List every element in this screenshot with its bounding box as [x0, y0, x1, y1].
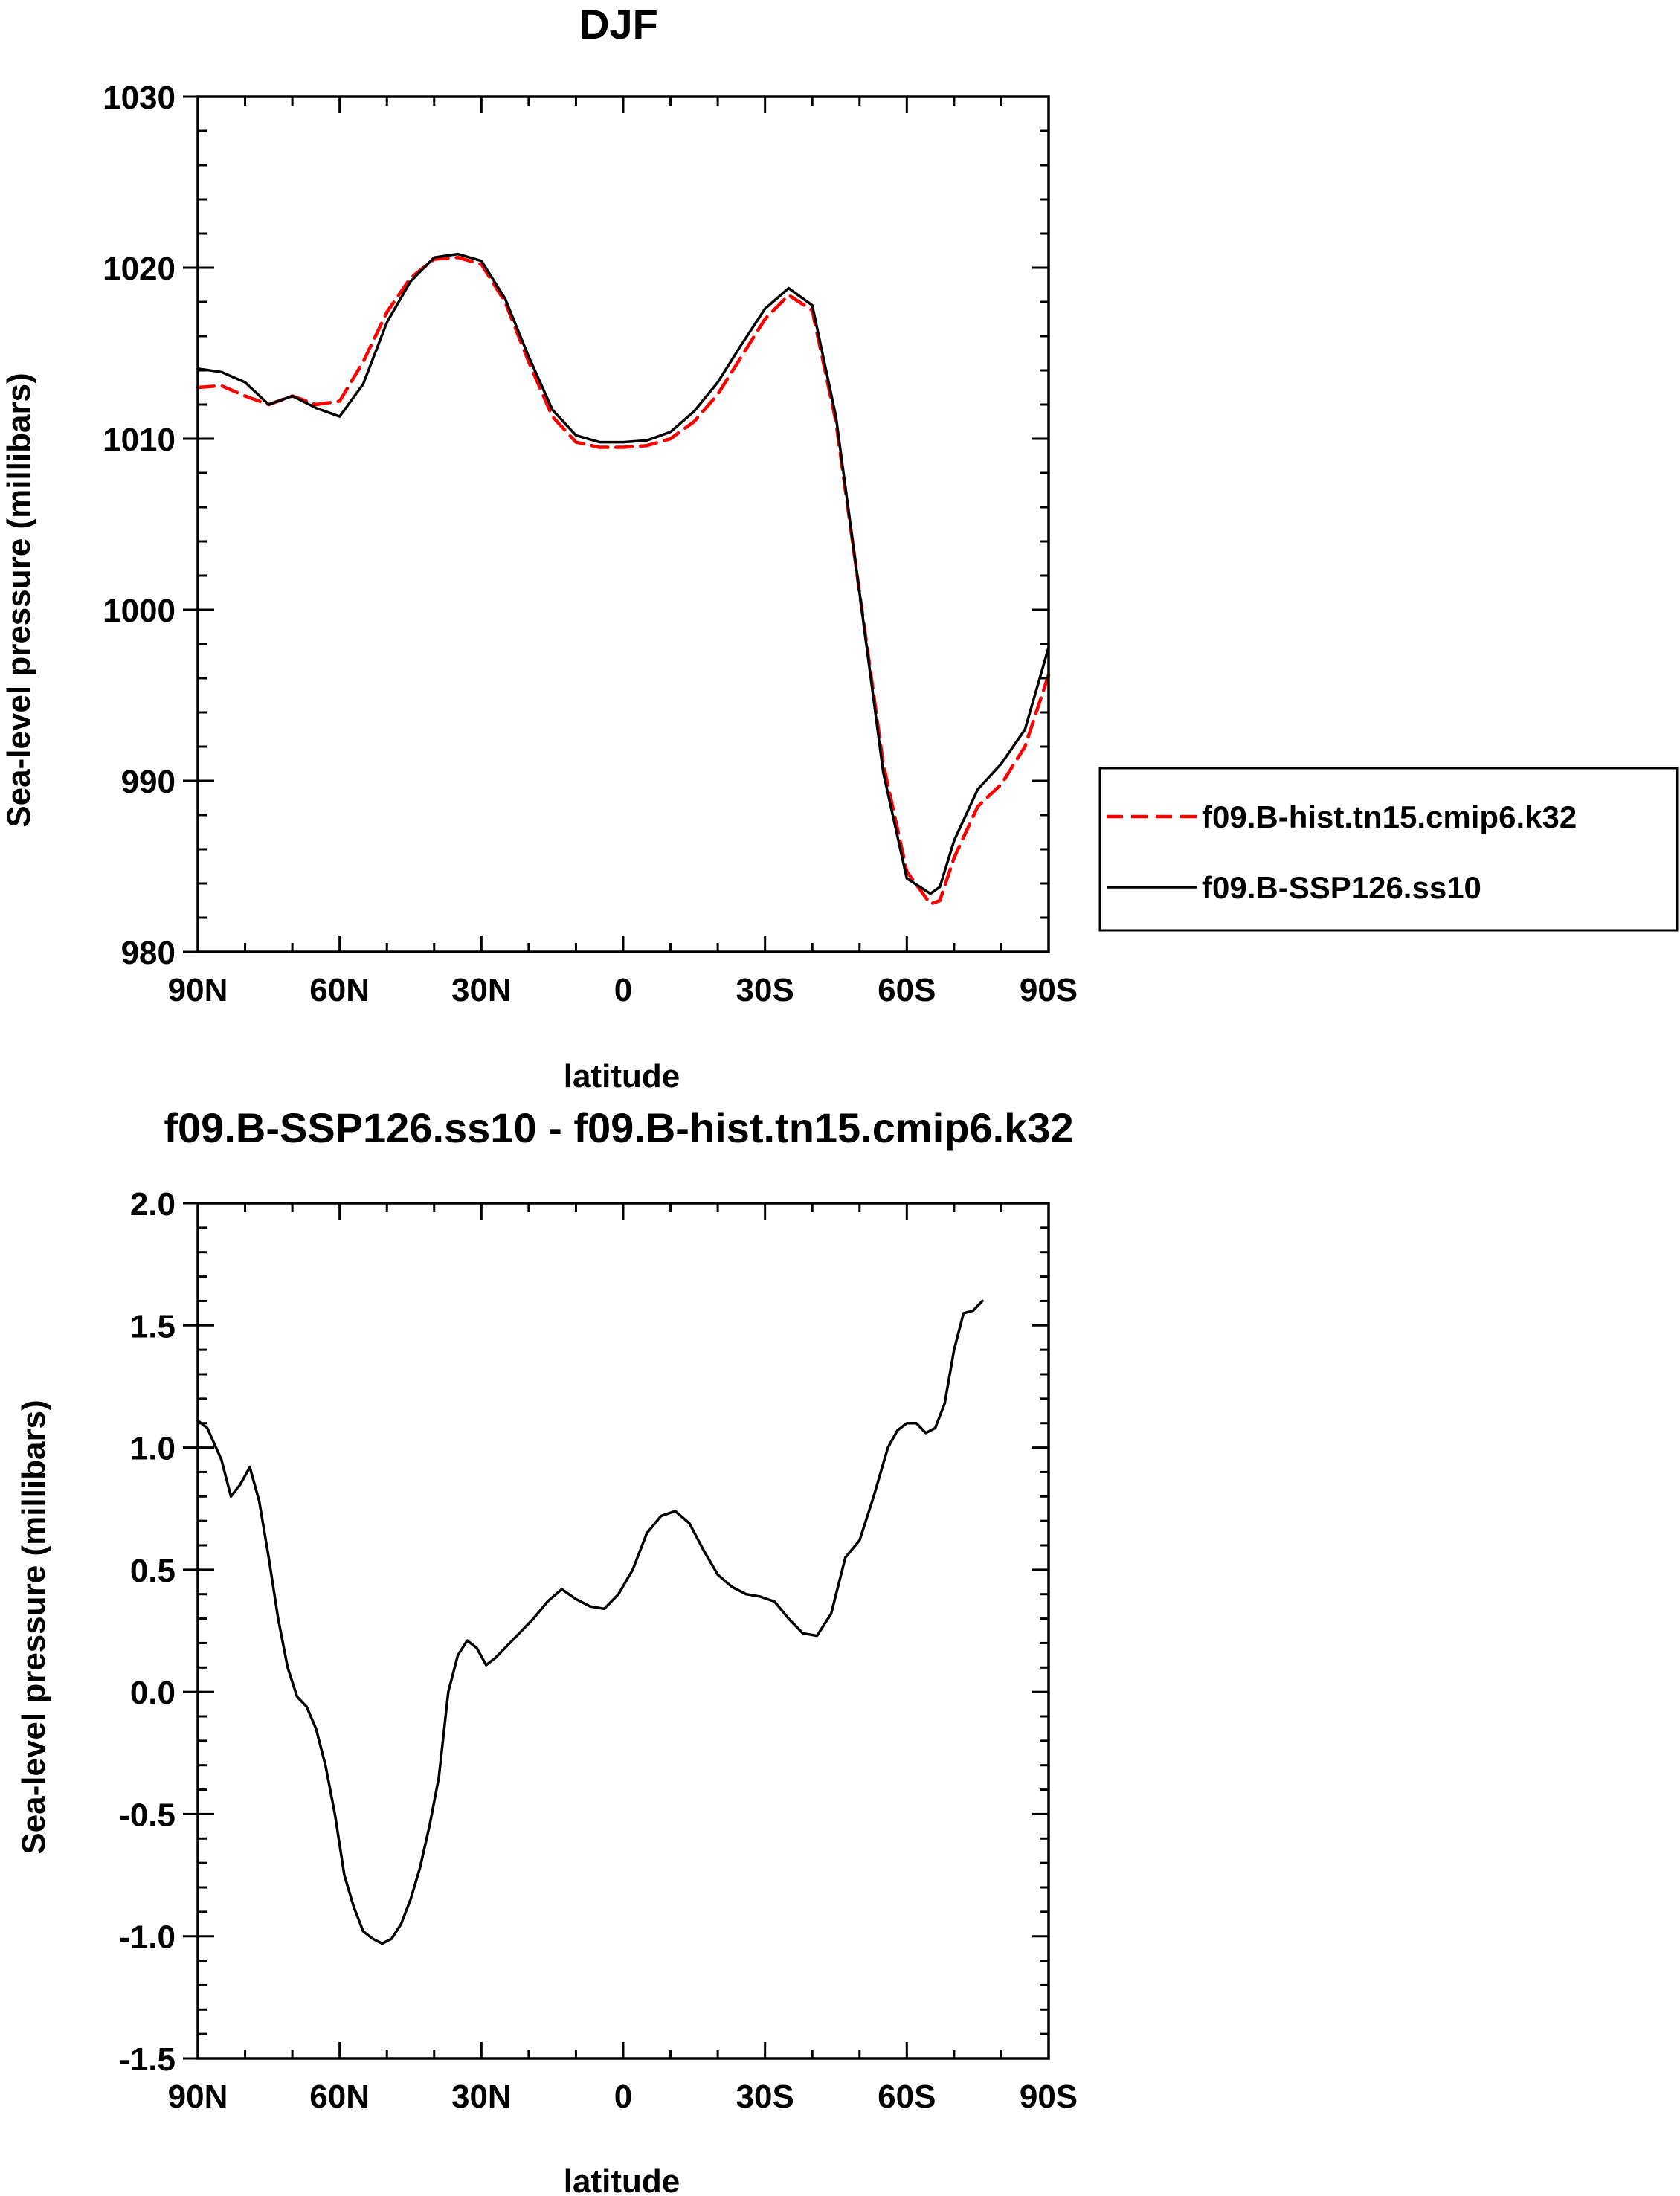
chart-djf: DJF 90N 60N 30N 0 30S 60S 90S 980 990 1000 1010 102…	[1, 1, 1679, 1095]
axis-ticks	[183, 95, 1050, 953]
chart-title: f09.B-SSP126.ss10 - f09.B-hist.tn15.cmip…	[164, 1104, 1073, 1151]
x-axis-label: latitude	[564, 1058, 680, 1095]
y-tick-label: 1010	[103, 422, 176, 458]
x-tick-label: 90N	[168, 972, 228, 1008]
y-tick-label: -1.5	[119, 2041, 176, 2078]
y-tick-label: -0.5	[119, 1797, 176, 1833]
legend-label-hist: f09.B-hist.tn15.cmip6.k32	[1202, 799, 1577, 834]
y-tick-label: 1000	[103, 593, 176, 629]
tick-labels: 90N 60N 30N 0 30S 60S 90S -1.5 -1.0 -0.5 0.0 0.5 1.0…	[119, 1186, 1078, 2115]
axis-ticks	[183, 1202, 1050, 2060]
x-tick-label: 90S	[1020, 972, 1078, 1008]
chart-difference: f09.B-SSP126.ss10 - f09.B-hist.tn15.cmip…	[16, 1104, 1078, 2196]
y-axis-label: Sea-level pressure (millibars)	[16, 1400, 52, 1854]
x-tick-label: 30N	[451, 2079, 512, 2115]
x-axis-label: latitude	[564, 2163, 680, 2196]
y-tick-label: 0.5	[130, 1553, 176, 1589]
x-tick-label: 60S	[878, 2079, 936, 2115]
legend-label-ssp126: f09.B-SSP126.ss10	[1202, 870, 1481, 905]
y-tick-label: -1.0	[119, 1919, 176, 1956]
y-tick-label: 990	[121, 764, 176, 800]
series-line-0	[196, 1299, 984, 1945]
series-line-1	[196, 252, 1050, 895]
y-axis-label: Sea-level pressure (millibars)	[1, 373, 37, 827]
y-tick-label: 0.0	[130, 1675, 176, 1711]
y-tick-label: 1030	[103, 80, 176, 116]
chart-title: DJF	[579, 1, 658, 48]
y-tick-label: 1020	[103, 251, 176, 287]
x-tick-label: 90S	[1020, 2079, 1078, 2115]
x-tick-label: 30N	[451, 972, 512, 1008]
x-tick-label: 60N	[309, 972, 370, 1008]
tick-labels: 90N 60N 30N 0 30S 60S 90S 980 990 1000 1010 1020 103…	[103, 80, 1078, 1008]
legend-box	[1098, 767, 1679, 932]
y-tick-label: 2.0	[130, 1186, 176, 1223]
x-tick-label: 30S	[736, 2079, 794, 2115]
x-tick-label: 60N	[309, 2079, 370, 2115]
x-tick-label: 30S	[736, 972, 794, 1008]
x-tick-label: 60S	[878, 972, 936, 1008]
y-tick-label: 1.5	[130, 1308, 176, 1345]
x-tick-label: 0	[614, 972, 632, 1008]
y-tick-label: 980	[121, 935, 176, 971]
x-tick-label: 90N	[168, 2079, 228, 2115]
x-tick-label: 0	[614, 2079, 632, 2115]
y-tick-label: 1.0	[130, 1431, 176, 1467]
legend: f09.B-hist.tn15.cmip6.k32 f09.B-SSP126.s…	[1098, 767, 1679, 932]
series-line-0	[196, 255, 1051, 906]
